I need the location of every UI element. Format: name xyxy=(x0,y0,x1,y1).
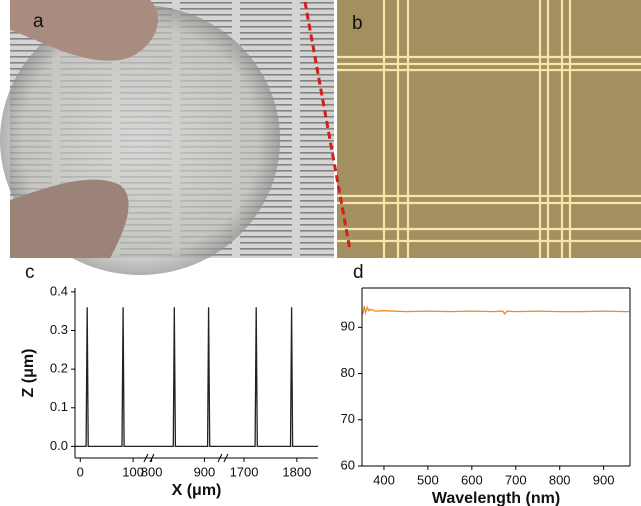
panel-label: d xyxy=(353,262,364,283)
panel-label: c xyxy=(25,262,35,283)
x-tick-label: 800 xyxy=(549,472,571,487)
x-tick-label: 600 xyxy=(461,472,483,487)
x-axis-label: Wavelength (nm) xyxy=(432,490,560,506)
data-line xyxy=(222,307,318,448)
x-tick-label: 400 xyxy=(373,472,395,487)
data-line xyxy=(149,307,223,448)
panel-label: a xyxy=(33,11,44,32)
data-line xyxy=(362,305,630,315)
y-tick-label: 0.3 xyxy=(50,322,68,337)
y-axis-label: Z (μm) xyxy=(20,349,37,398)
x-tick-label: 1800 xyxy=(282,464,311,479)
x-tick-label: 0 xyxy=(77,464,84,479)
y-tick-label: 0.0 xyxy=(50,438,68,453)
y-tick-label: 80 xyxy=(341,365,355,380)
y-tick-label: 0.4 xyxy=(50,283,68,298)
photo-b xyxy=(337,0,641,258)
x-tick-label: 900 xyxy=(194,464,216,479)
photo-a xyxy=(0,0,334,275)
y-tick-label: 70 xyxy=(341,411,355,426)
y-tick-label: 90 xyxy=(341,319,355,334)
x-tick-label: 100 xyxy=(122,464,144,479)
x-tick-label: 500 xyxy=(417,472,439,487)
connector xyxy=(303,1,352,251)
y-tick-label: 0.1 xyxy=(50,399,68,414)
y-tick-label: 0.2 xyxy=(50,361,68,376)
y-tick-label: 60 xyxy=(341,457,355,472)
panel-label: b xyxy=(352,13,363,34)
x-tick-label: 700 xyxy=(505,472,527,487)
x-axis-label: X (μm) xyxy=(172,482,222,499)
x-tick-label: 1700 xyxy=(230,464,259,479)
x-tick-label: 800 xyxy=(141,464,163,479)
x-tick-label: 900 xyxy=(593,472,615,487)
data-line xyxy=(75,307,149,448)
